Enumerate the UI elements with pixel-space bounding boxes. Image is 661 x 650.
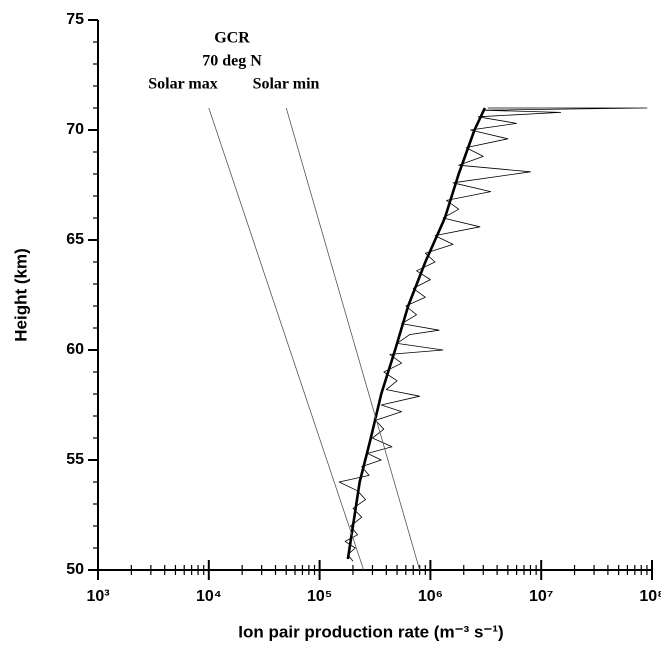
y-tick-label: 50 (66, 561, 84, 578)
x-axis-title: Ion pair production rate (m⁻³ s⁻¹) (238, 622, 503, 641)
series-label: Solar max (148, 76, 217, 93)
y-tick-label: 60 (66, 341, 84, 358)
x-tick-label: 10⁸ (639, 588, 661, 605)
y-axis-title: Height (km) (11, 248, 30, 342)
y-tick-label: 55 (66, 451, 84, 468)
series-label: Solar min (253, 76, 320, 93)
annotation: 70 deg N (202, 53, 262, 70)
x-tick-label: 10⁵ (307, 588, 332, 605)
x-tick-label: 10⁷ (529, 588, 553, 605)
y-tick-label: 65 (66, 231, 84, 248)
x-tick-label: 10⁴ (196, 588, 222, 605)
data-line (285, 107, 421, 571)
annotation: GCR (214, 30, 250, 47)
data-line (338, 107, 648, 562)
y-tick-label: 75 (66, 11, 84, 28)
x-tick-label: 10⁶ (418, 588, 443, 605)
data-line (208, 107, 365, 571)
data-line (346, 107, 487, 560)
y-tick-label: 70 (66, 121, 84, 138)
x-tick-label: 10³ (86, 588, 109, 605)
